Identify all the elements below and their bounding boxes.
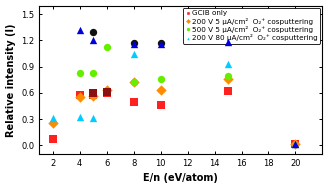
Point <box>91 39 96 42</box>
Point <box>77 71 82 74</box>
Point <box>158 88 163 91</box>
Point <box>91 94 96 98</box>
Point <box>293 142 298 145</box>
Point <box>158 77 163 81</box>
Point <box>158 42 163 45</box>
Point <box>91 116 96 119</box>
Y-axis label: Relative intensity (I): Relative intensity (I) <box>6 23 15 136</box>
Point <box>104 88 109 91</box>
Point <box>293 143 298 146</box>
X-axis label: E/n (eV/atom): E/n (eV/atom) <box>143 174 218 184</box>
Point <box>225 75 231 78</box>
Point <box>225 78 231 81</box>
Point <box>77 94 82 97</box>
Point <box>131 80 136 83</box>
Point <box>91 92 96 95</box>
Point <box>91 71 96 74</box>
Point <box>91 30 96 33</box>
Point <box>158 104 163 107</box>
Point <box>225 90 231 93</box>
Point <box>104 45 109 48</box>
Point <box>50 121 55 124</box>
Point <box>104 91 109 94</box>
Point <box>50 117 55 120</box>
Point <box>104 91 109 94</box>
Point <box>225 63 231 66</box>
Point <box>131 80 136 83</box>
Point <box>131 53 136 56</box>
Point <box>77 115 82 119</box>
Point <box>131 41 136 44</box>
Legend: GCIB only, 200 V 5 μA/cm²  O₂⁺ cosputtering, 500 V 5 μA/cm²  O₂⁺ cosputtering, 2: GCIB only, 200 V 5 μA/cm² O₂⁺ cosputteri… <box>183 8 320 44</box>
Point <box>225 40 231 43</box>
Point <box>91 94 96 97</box>
Point <box>293 143 298 146</box>
Point <box>293 143 298 146</box>
Point <box>158 41 163 44</box>
Point <box>131 42 136 45</box>
Point <box>77 96 82 99</box>
Point <box>50 138 55 141</box>
Point <box>131 100 136 103</box>
Point <box>77 28 82 31</box>
